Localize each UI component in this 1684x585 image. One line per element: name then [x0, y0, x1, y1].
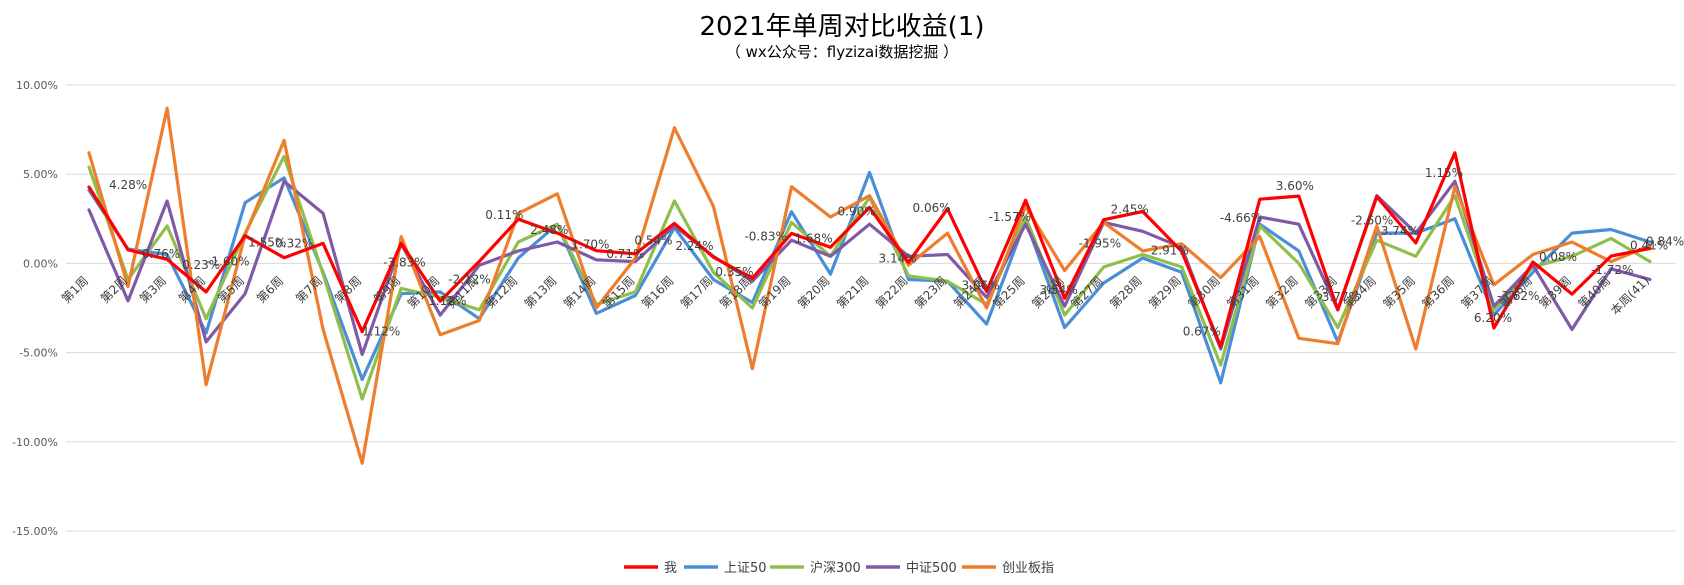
data-label: -0.83% [744, 229, 786, 243]
data-label: 2.48% [530, 223, 568, 237]
x-tick-label: 第17周 [678, 274, 716, 312]
data-label: -3.83% [383, 255, 425, 269]
x-tick-label: 第7周 [293, 274, 325, 306]
data-label: 0.71% [606, 247, 644, 261]
x-tick-label: 第40周 [1575, 274, 1613, 312]
chart-subtitle: （ wx公众号：flyzizai数据挖掘 ） [726, 43, 958, 61]
data-label: 1.15% [1425, 166, 1463, 180]
x-tick-label: 第20周 [795, 274, 833, 312]
data-label: 6.20% [1474, 311, 1512, 325]
x-tick-label: 第35周 [1380, 274, 1418, 312]
data-labels: 4.28% 0.76%0.23%-1.60% 1.55%0.32% 1.12% -3.8… [109, 166, 1684, 339]
legend-label: 上证50 [724, 561, 767, 576]
x-tick-label: 第3周 [137, 274, 169, 306]
data-label: 2.45% [1111, 202, 1149, 216]
data-label: 3.74% [1381, 224, 1419, 238]
data-label: 1.12% [428, 294, 466, 308]
series-line [87, 106, 1652, 465]
x-tick-label: 第22周 [873, 274, 911, 312]
x-tick-label: 第32周 [1263, 274, 1301, 312]
y-axis: 10.00% 5.00% 0.00% -5.00% -10.00% -15.00% [12, 79, 58, 538]
x-tick-label: 第5周 [215, 274, 247, 306]
series-line [87, 179, 1652, 356]
data-label: 3.77% [1322, 290, 1360, 304]
data-label: -1.60% [207, 255, 249, 269]
data-label: -2.12% [448, 272, 490, 286]
series-line [87, 151, 1652, 349]
chart-title: 2021年单周对比收益(1) [700, 12, 985, 42]
data-label: 1.68% [794, 231, 832, 245]
data-label: -2.60% [1351, 214, 1393, 228]
data-label: 3.60% [1276, 179, 1314, 193]
legend-label: 创业板指 [1002, 561, 1054, 576]
data-label: 1.12% [362, 325, 400, 339]
legend-label: 我 [664, 561, 677, 576]
y-tick-label: -10.00% [12, 436, 58, 449]
data-label: -4.66% [1220, 211, 1262, 225]
x-tick-label: 第21周 [834, 274, 872, 312]
x-tick-label: 第29周 [1146, 274, 1184, 312]
data-label: 0.41% [1630, 238, 1668, 252]
x-axis: 第1周 第2周 第3周 第4周 第5周 第6周 第7周 第8周 第9周 第10周 第11周 第12周第… [59, 274, 1652, 318]
data-label: 3.14% [879, 251, 917, 265]
data-label: -3.62% [1497, 289, 1539, 303]
data-label: 0.54% [634, 233, 672, 247]
y-tick-label: -15.00% [12, 525, 58, 538]
legend: 我 上证50 沪深300 中证500 创业板指 [624, 560, 1054, 576]
data-label: 3.54% [1040, 283, 1078, 297]
x-tick-label: 第13周 [522, 274, 560, 312]
data-label: 4.28% [109, 178, 147, 192]
x-tick-label: 第6周 [254, 274, 286, 306]
data-label: 0.35% [715, 265, 753, 279]
data-label: 0.32% [275, 236, 313, 250]
data-label: 0.84% [1646, 234, 1684, 248]
data-label: 0.06% [913, 201, 951, 215]
x-tick-label: 第36周 [1419, 274, 1457, 312]
gridlines [66, 84, 1676, 532]
x-tick-label: 第31周 [1224, 274, 1262, 312]
data-label: -1.57% [989, 210, 1031, 224]
data-label: 0.67% [1183, 325, 1221, 339]
data-label: 0.11% [485, 208, 523, 222]
data-label: 1.55% [248, 236, 286, 250]
x-tick-label: 本周(41) [1608, 274, 1652, 318]
series-line [87, 170, 1652, 385]
x-tick-label: 第28周 [1107, 274, 1145, 312]
data-label: 0.08% [1539, 250, 1577, 264]
y-tick-label: 10.00% [16, 79, 58, 92]
data-label: -1.72% [1591, 263, 1633, 277]
data-label: 3.06% [962, 278, 1000, 292]
series-lines [87, 106, 1652, 465]
data-label: -1.95% [1079, 237, 1121, 251]
data-label: 0.23% [182, 258, 220, 272]
data-label: 2.24% [675, 239, 713, 253]
legend-label: 沪深300 [810, 560, 861, 576]
y-tick-label: 5.00% [23, 168, 58, 181]
series-line [87, 154, 1652, 401]
y-tick-label: -5.00% [19, 347, 58, 360]
data-label: 2.91% [1151, 243, 1189, 257]
legend-label: 中证500 [906, 561, 957, 576]
data-label: 0.76% [142, 247, 180, 261]
data-label: 1.70% [571, 238, 609, 252]
data-label: 0.90% [838, 204, 876, 218]
x-tick-label: 第1周 [59, 274, 91, 306]
y-tick-label: 0.00% [23, 257, 58, 270]
